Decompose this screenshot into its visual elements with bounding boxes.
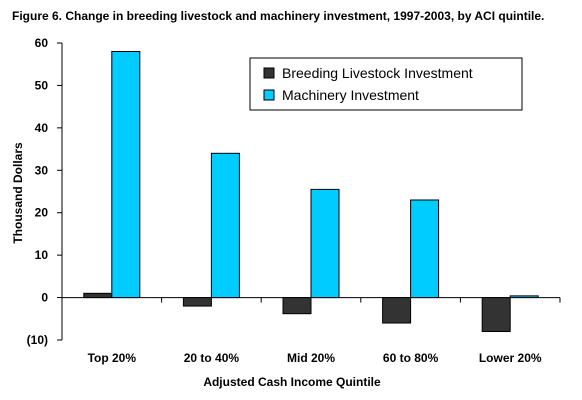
chart-title: Figure 6. Change in breeding livestock a…	[12, 9, 545, 23]
x-tick-label: Mid 20%	[287, 351, 335, 365]
y-tick-label: 20	[35, 206, 49, 220]
bar-machinery	[210, 152, 240, 299]
y-tick-label: 10	[35, 248, 49, 262]
y-tick-label: 30	[35, 163, 49, 177]
legend: Breeding Livestock Investment Machinery I…	[249, 57, 523, 111]
y-tick-label: 60	[35, 36, 49, 50]
y-tick-label: (10)	[27, 333, 48, 347]
bar-breeding-livestock	[83, 292, 113, 299]
legend-swatch	[263, 67, 275, 79]
bar-machinery	[410, 199, 440, 299]
bar-machinery	[509, 295, 539, 299]
x-axis-title: Adjusted Cash Income Quintile	[203, 375, 381, 389]
legend-box	[249, 57, 523, 111]
x-tick-label: Top 20%	[88, 351, 137, 365]
x-tick-label: 20 to 40%	[184, 351, 240, 365]
y-axis-title: Thousand Dollars	[11, 142, 25, 244]
bar-breeding-livestock	[382, 297, 412, 324]
plot-area: 60 50 40 30 20 10 0 (10) Top 20% 20 to 40% Mid 20%…	[27, 36, 561, 365]
bar-machinery	[111, 50, 141, 299]
bar-breeding-livestock	[182, 297, 212, 307]
x-tick-label: Lower 20%	[479, 351, 542, 365]
legend-swatch	[263, 89, 275, 101]
y-tick-label: 40	[35, 121, 49, 135]
bar-breeding-livestock	[282, 297, 312, 315]
bar-breeding-livestock	[481, 297, 511, 333]
bar-machinery	[310, 188, 340, 299]
legend-label: Machinery Investment	[282, 87, 419, 103]
y-tick-label: 50	[35, 78, 49, 92]
legend-label: Breeding Livestock Investment	[282, 65, 473, 81]
y-tick-label: 0	[41, 291, 48, 305]
x-tick-label: 60 to 80%	[383, 351, 439, 365]
